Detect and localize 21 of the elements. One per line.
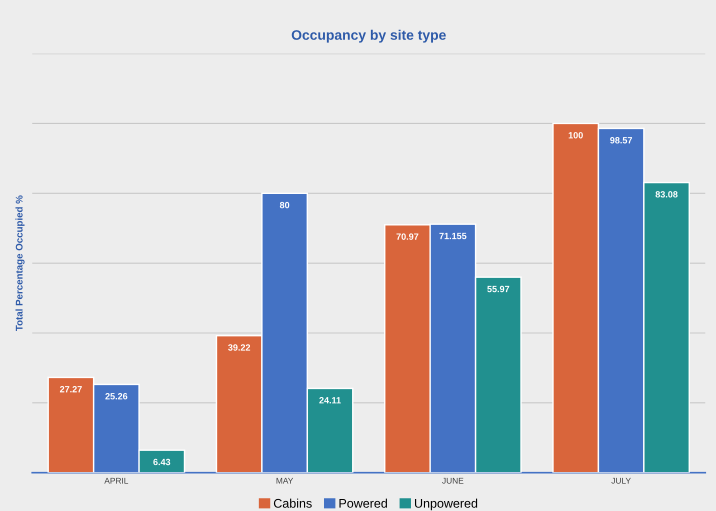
data-label: 98.57 xyxy=(610,137,632,144)
data-label: 100 xyxy=(568,132,583,138)
y-axis-title: Total Percentage Occupied % xyxy=(15,195,25,332)
data-label: 6.43 xyxy=(153,458,170,466)
x-tick-label: JULY xyxy=(611,478,631,484)
data-label: 70.97 xyxy=(396,233,418,240)
data-label: 39.22 xyxy=(228,344,250,351)
chart-title: Occupancy by site type xyxy=(292,30,446,43)
data-label: 55.97 xyxy=(487,286,510,292)
data-label: 83.08 xyxy=(656,191,678,198)
data-label: 71.155 xyxy=(439,232,466,240)
data-label: 27.27 xyxy=(60,386,82,392)
legend-label: Unpowered xyxy=(414,498,478,510)
x-tick-label: JUNE xyxy=(442,478,464,484)
data-label: 80 xyxy=(280,202,290,208)
legend-label: Cabins xyxy=(274,498,312,508)
x-tick-label: APRIL xyxy=(104,478,128,484)
data-label: 24.11 xyxy=(319,397,341,404)
data-label: 25.26 xyxy=(105,393,128,400)
x-tick-label: MAY xyxy=(276,478,294,484)
legend-label: Powered xyxy=(339,498,387,508)
